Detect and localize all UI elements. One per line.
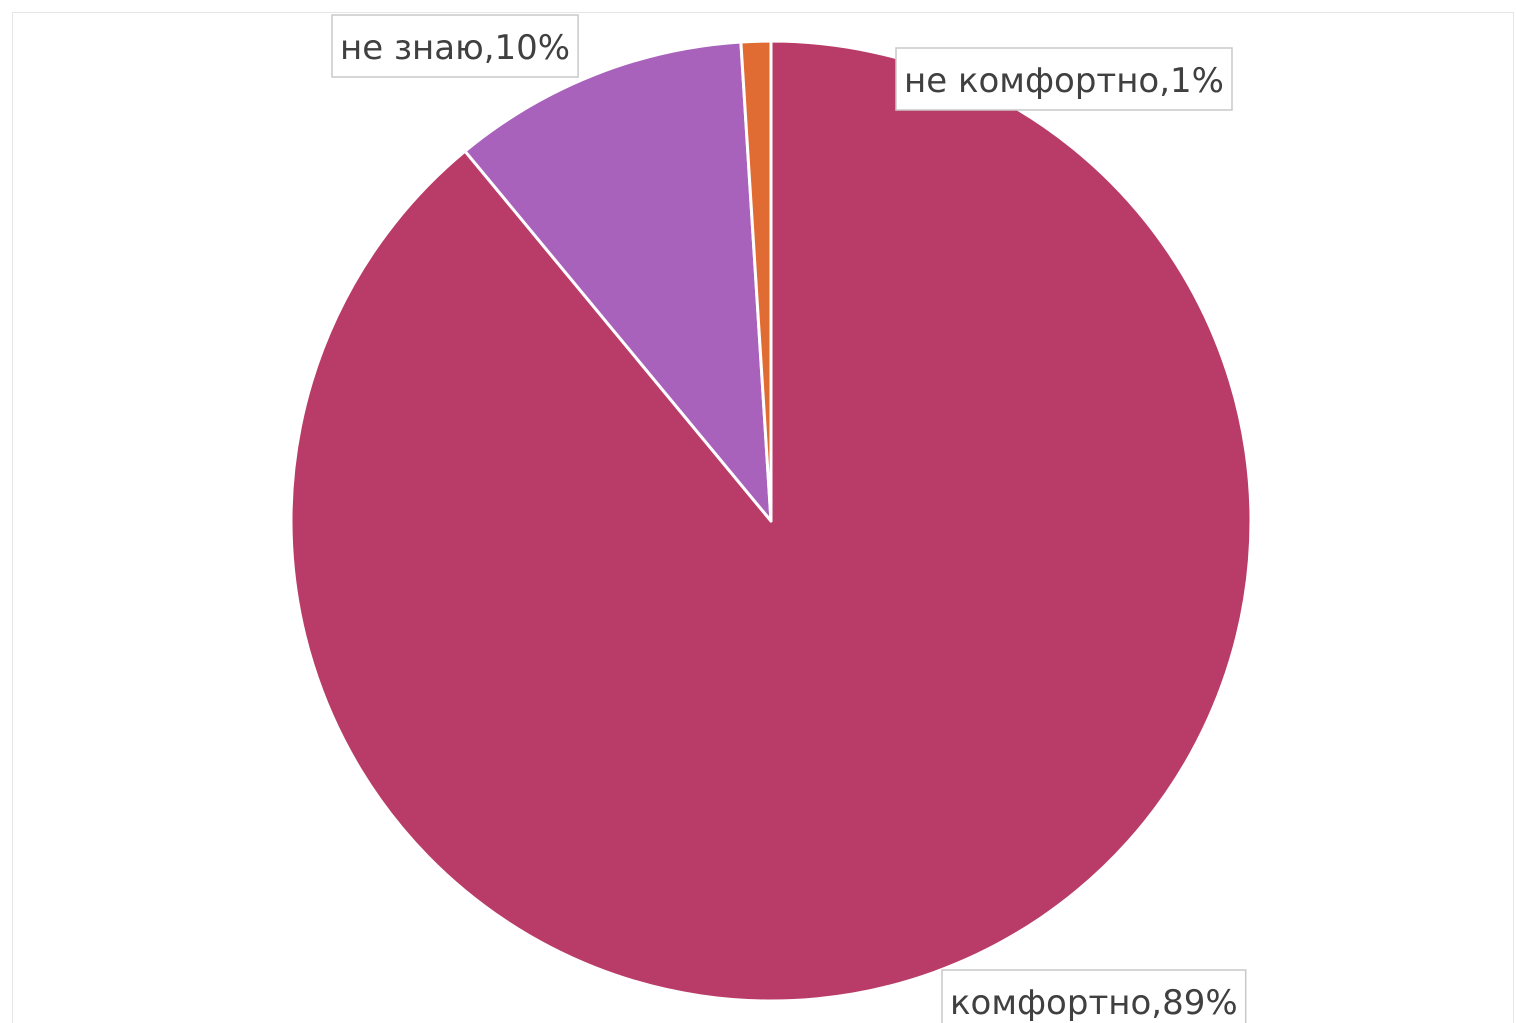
- data-label-text-1: не знаю,10%: [340, 28, 570, 68]
- pie-slice-1: [463, 40, 773, 523]
- data-label-1: не знаю,10%: [331, 14, 579, 78]
- data-label-text-0: комфортно,89%: [950, 983, 1238, 1023]
- pie-slices: [289, 39, 1253, 1003]
- pie-data-labels: комфортно,89% не знаю,10% не комфортно,1%: [331, 14, 1247, 1023]
- data-label-text-2: не комфортно,1%: [904, 61, 1224, 101]
- data-label-box-2: [895, 47, 1233, 111]
- data-label-0: комфортно,89%: [941, 969, 1247, 1023]
- data-label-box-1: [331, 14, 579, 78]
- data-label-box-0: [941, 969, 1247, 1023]
- pie-slice-2: [739, 39, 773, 523]
- data-label-2: не комфортно,1%: [895, 47, 1233, 111]
